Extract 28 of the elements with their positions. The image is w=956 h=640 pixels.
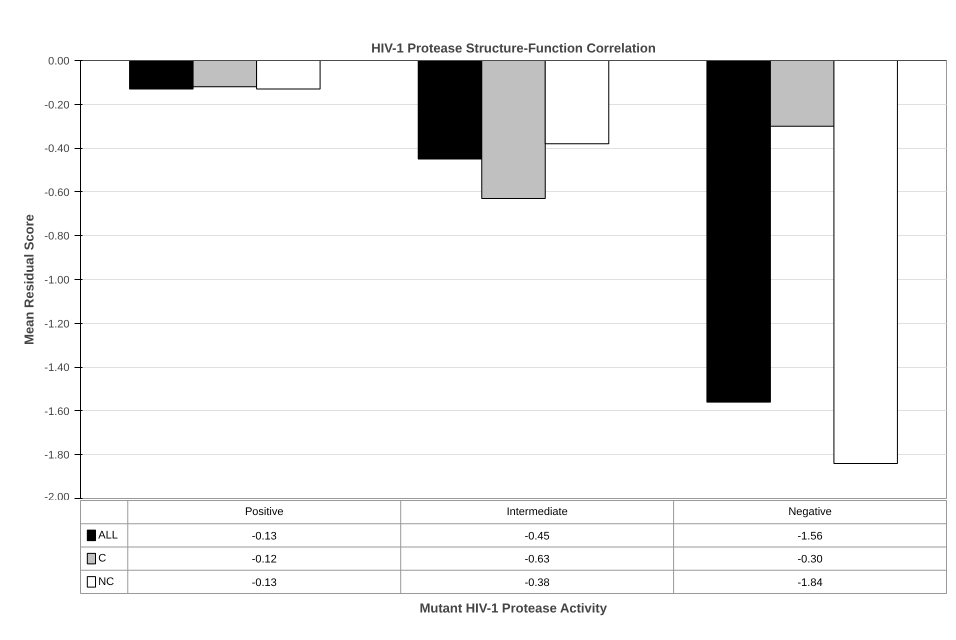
data-label: -0.63 [524, 554, 550, 566]
y-tick-label: -0.40 [44, 143, 70, 156]
y-tick-label: -0.60 [44, 186, 70, 199]
x-tick-label: Intermediate [506, 506, 568, 518]
y-tick-label: -1.20 [44, 318, 70, 330]
y-axis-title: Mean Residual Score [21, 214, 36, 345]
chart-title: HIV-1 Protease Structure-Function Correlation [371, 40, 656, 56]
data-label: -1.84 [798, 576, 823, 589]
legend-label: ALL [98, 529, 118, 542]
data-label: -0.13 [252, 530, 277, 542]
data-label: -0.45 [524, 530, 550, 542]
legend-label: C [98, 552, 106, 565]
x-tick-label: Positive [244, 506, 284, 518]
y-tick-label: 0.00 [48, 56, 70, 68]
text: Mutant HIV-1 Protease Activity [420, 600, 608, 616]
legend-label: NC [98, 576, 114, 588]
x-tick-label: Negative [788, 506, 832, 518]
data-label: -1.56 [798, 530, 823, 542]
data-label: -0.12 [252, 554, 277, 566]
data-label: -0.13 [252, 576, 277, 589]
data-label: -0.38 [524, 576, 550, 589]
y-tick-label: -0.20 [44, 99, 70, 112]
y-tick-label: -1.60 [44, 406, 70, 418]
y-tick-label: -0.80 [44, 230, 70, 243]
y-tick-label: -1.00 [44, 274, 70, 286]
y-tick-label: -1.40 [44, 362, 70, 374]
y-tick-label: -1.80 [44, 450, 70, 462]
data-label: -0.30 [798, 554, 823, 566]
